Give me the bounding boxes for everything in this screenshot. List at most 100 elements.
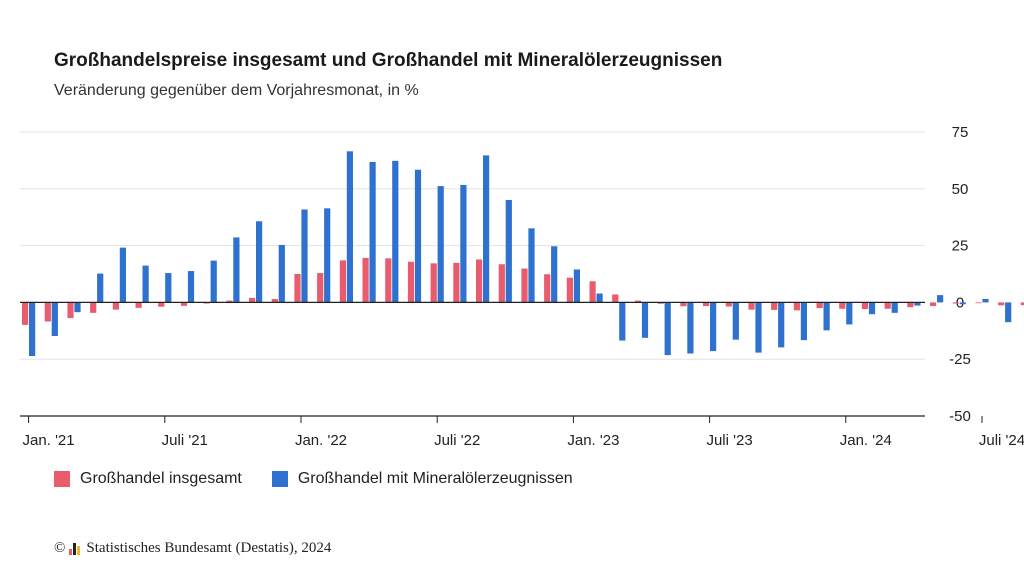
bar-mineraloel-2022-05 — [392, 160, 399, 303]
bar-insgesamt-2021-07 — [158, 302, 165, 307]
bar-mineraloel-2023-06 — [687, 302, 694, 354]
bar-insgesamt-2022-02 — [317, 273, 324, 303]
bar-mineraloel-2022-09 — [483, 155, 490, 303]
x-tick-label: Juli '23 — [706, 432, 752, 449]
legend-item-series-2[interactable]: Großhandel mit Mineralölerzeugnissen — [271, 470, 573, 488]
bar-mineraloel-2023-02 — [596, 293, 603, 303]
y-tick-label: -50 — [949, 408, 971, 425]
bar-mineraloel-2023-07 — [710, 302, 717, 352]
bar-insgesamt-2021-06 — [135, 302, 142, 308]
bar-insgesamt-2023-11 — [793, 302, 800, 311]
source-note: © Statistisches Bundesamt (Destatis), 20… — [54, 540, 331, 557]
bar-insgesamt-2022-11 — [521, 268, 528, 303]
bar-insgesamt-2021-05 — [112, 302, 119, 310]
bar-mineraloel-2023-08 — [732, 302, 739, 340]
bar-mineraloel-2021-05 — [119, 247, 126, 303]
bar-mineraloel-2023-04 — [641, 302, 649, 338]
bar-insgesamt-2022-06 — [407, 261, 415, 303]
bar-insgesamt-2021-08 — [180, 302, 188, 306]
x-tick-label: Jan. '22 — [295, 432, 347, 449]
bar-mineraloel-2023-09 — [755, 302, 762, 353]
legend-item-series-1[interactable]: Großhandel insgesamt — [54, 470, 242, 488]
bar-insgesamt-2022-03 — [339, 260, 346, 303]
bar-mineraloel-2024-05 — [937, 295, 944, 303]
bar-mineraloel-2023-11 — [800, 302, 807, 341]
bar-mineraloel-2021-01 — [29, 302, 36, 357]
bar-insgesamt-2023-04 — [634, 300, 642, 303]
x-tick-label: Juli '21 — [162, 432, 208, 449]
bar-insgesamt-2021-12 — [271, 298, 278, 303]
bar-insgesamt-2023-06 — [680, 302, 687, 307]
bar-insgesamt-2022-09 — [476, 259, 483, 303]
bar-mineraloel-2024-01 — [846, 302, 853, 325]
legend-label-series-2: Großhandel mit Mineralölerzeugnissen — [297, 470, 573, 487]
bar-insgesamt-2022-10 — [498, 264, 505, 303]
bar-mineraloel-2022-12 — [551, 246, 558, 303]
bar-mineraloel-2024-03 — [891, 302, 898, 313]
bar-mineraloel-2022-08 — [460, 184, 467, 303]
bar-insgesamt-2021-04 — [90, 302, 97, 313]
bar-mineraloel-2021-09 — [210, 260, 217, 303]
bar-insgesamt-2022-01 — [294, 274, 301, 303]
chart-subtitle: Veränderung gegenüber dem Vorjahresmonat… — [54, 82, 419, 99]
bar-insgesamt-2024-01 — [839, 302, 846, 309]
bar-insgesamt-2022-08 — [453, 262, 460, 303]
bar-insgesamt-2023-08 — [725, 302, 732, 307]
y-tick-label: -25 — [949, 351, 971, 368]
bar-mineraloel-2022-07 — [437, 186, 444, 303]
bar-insgesamt-2023-12 — [816, 302, 823, 309]
bar-insgesamt-2023-01 — [566, 277, 573, 303]
bar-insgesamt-2022-12 — [544, 274, 551, 303]
bar-mineraloel-2023-03 — [619, 302, 626, 341]
bar-mineraloel-2021-06 — [142, 265, 149, 303]
bar-insgesamt-2024-03 — [884, 302, 891, 309]
bar-insgesamt-2023-10 — [771, 302, 778, 310]
bar-mineraloel-2022-03 — [346, 151, 353, 303]
bar-insgesamt-2023-09 — [748, 302, 755, 310]
bar-insgesamt-2023-07 — [703, 302, 710, 307]
y-tick-label: 50 — [952, 181, 969, 198]
legend-swatch-series-2 — [271, 471, 288, 487]
destatis-bars-icon — [69, 542, 81, 555]
bar-mineraloel-2022-10 — [505, 199, 512, 303]
bar-insgesamt-2021-03 — [67, 302, 74, 319]
bar-mineraloel-2022-01 — [301, 209, 308, 303]
y-tick-label: 25 — [952, 238, 969, 255]
bar-mineraloel-2024-02 — [868, 302, 876, 315]
bar-insgesamt-2023-05 — [657, 302, 664, 304]
bar-insgesamt-2021-01 — [22, 302, 29, 325]
bar-insgesamt-2021-11 — [249, 297, 256, 303]
bar-mineraloel-2021-10 — [233, 237, 240, 303]
bar-insgesamt-2023-03 — [612, 294, 619, 303]
bar-insgesamt-2021-10 — [226, 300, 233, 303]
bar-insgesamt-2024-09 — [1020, 302, 1024, 306]
y-tick-label: 75 — [952, 124, 969, 141]
bar-insgesamt-2021-02 — [44, 302, 51, 322]
bar-mineraloel-2024-04 — [914, 302, 921, 306]
bar-insgesamt-2022-07 — [430, 263, 437, 303]
x-tick-label: Jan. '24 — [840, 432, 892, 449]
legend-swatch-series-1 — [54, 471, 70, 487]
bar-mineraloel-2021-11 — [256, 221, 263, 303]
bar-mineraloel-2021-07 — [165, 273, 172, 303]
bar-insgesamt-2024-08 — [998, 302, 1005, 306]
chart-title: Großhandelspreise insgesamt und Großhand… — [54, 50, 723, 71]
bar-mineraloel-2023-05 — [664, 302, 671, 356]
bar-mineraloel-2021-08 — [187, 271, 195, 303]
bar-insgesamt-2023-02 — [589, 281, 596, 303]
x-tick-label: Juli '24 — [979, 432, 1024, 449]
bar-mineraloel-2024-08 — [1005, 302, 1012, 323]
x-tick-label: Jan. '23 — [567, 432, 619, 449]
bar-mineraloel-2021-12 — [278, 244, 285, 303]
bar-mineraloel-2024-07 — [982, 298, 989, 303]
x-tick-label: Juli '22 — [434, 432, 480, 449]
bar-mineraloel-2023-12 — [823, 302, 830, 331]
bar-mineraloel-2023-10 — [778, 302, 785, 348]
legend: Großhandel insgesamt Großhandel mit Mine… — [54, 470, 603, 488]
bar-mineraloel-2021-04 — [97, 273, 104, 303]
bar-insgesamt-2024-05 — [930, 302, 937, 307]
bar-insgesamt-2022-05 — [385, 258, 392, 303]
bar-mineraloel-2022-02 — [324, 208, 331, 303]
bar-mineraloel-2022-11 — [528, 228, 535, 303]
